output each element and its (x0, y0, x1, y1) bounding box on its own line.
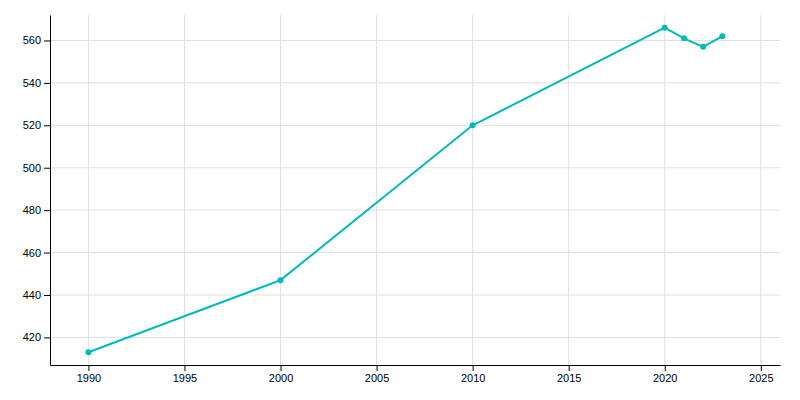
x-tick: 2010 (461, 365, 485, 384)
y-tick-mark (44, 210, 50, 211)
plot: 1990 1995 2000 2005 2010 2015 2020 2025 420 440 46… (23, 15, 781, 384)
x-tick-label: 2020 (653, 372, 677, 384)
y-tick-label: 520 (23, 119, 41, 131)
x-tick-mark (281, 365, 282, 371)
x-tick-mark (184, 365, 185, 371)
x-tick: 2015 (557, 365, 581, 384)
grid-line-y (50, 295, 780, 296)
x-tick-mark (377, 365, 378, 371)
x-tick-label: 2015 (557, 372, 581, 384)
y-tick: 540 (23, 77, 50, 89)
x-tick-label: 1990 (77, 372, 101, 384)
x-tick-label: 1995 (173, 372, 197, 384)
grid-line-y (50, 337, 780, 338)
y-tick: 480 (23, 204, 50, 216)
x-tick: 1995 (173, 365, 197, 384)
grid-line-y (50, 125, 780, 126)
x-tick-mark (761, 365, 762, 371)
grid-line-x (184, 15, 185, 365)
x-tick-label: 2000 (269, 372, 293, 384)
y-tick-mark (44, 253, 50, 254)
x-tick-label: 2005 (365, 372, 389, 384)
point (681, 35, 687, 41)
chart-container: 1990 1995 2000 2005 2010 2015 2020 2025 420 440 46… (0, 0, 800, 400)
marks (85, 25, 725, 356)
y-tick-mark (44, 40, 50, 41)
chart-svg: 1990 1995 2000 2005 2010 2015 2020 2025 420 440 46… (0, 0, 800, 400)
y-tick-label: 500 (23, 162, 41, 174)
x-tick-mark (473, 365, 474, 371)
x-tick-mark (88, 365, 89, 371)
y-tick: 560 (23, 34, 50, 46)
grid-line-x (376, 15, 377, 365)
x-tick: 2000 (269, 365, 293, 384)
y-axis-line (50, 16, 51, 366)
grid-line-x (568, 15, 569, 365)
grid-line-x (472, 15, 473, 365)
x-tick: 2025 (749, 365, 773, 384)
y-tick-mark (44, 83, 50, 84)
x-tick: 1990 (77, 365, 101, 384)
grid-line-x (280, 15, 281, 365)
line (88, 28, 722, 353)
y-tick-label: 420 (23, 331, 41, 343)
x-tick-label: 2010 (461, 372, 485, 384)
y-tick-label: 480 (23, 204, 41, 216)
grid-line-y (50, 167, 780, 168)
grid-line-x (88, 15, 89, 365)
point (700, 44, 706, 50)
x-tick-mark (665, 365, 666, 371)
y-tick: 500 (23, 162, 50, 174)
y-tick-mark (44, 295, 50, 296)
y-tick-mark (44, 125, 50, 126)
y-tick: 420 (23, 331, 50, 343)
y-tick-label: 560 (23, 34, 41, 46)
y-tick-label: 540 (23, 77, 41, 89)
x-tick-label: 2025 (749, 372, 773, 384)
point (470, 122, 476, 128)
grid-line-y (50, 82, 780, 83)
grid-line-x (760, 15, 761, 365)
grid-line-y (50, 252, 780, 253)
grid-line-y (50, 210, 780, 211)
y-tick-mark (44, 337, 50, 338)
y-tick-label: 440 (23, 289, 41, 301)
point (719, 33, 725, 39)
y-axis: 420 440 460 480 500 520 540 560 (23, 16, 51, 366)
y-tick-mark (44, 168, 50, 169)
grid (50, 15, 780, 365)
y-tick: 440 (23, 289, 50, 301)
point (85, 349, 91, 355)
y-tick-label: 460 (23, 247, 41, 259)
x-tick: 2020 (653, 365, 677, 384)
x-axis-line (51, 365, 781, 366)
y-tick: 520 (23, 119, 50, 131)
x-tick: 2005 (365, 365, 389, 384)
y-tick: 460 (23, 247, 50, 259)
point (278, 277, 284, 283)
grid-line-x (664, 15, 665, 365)
grid-line-y (50, 40, 780, 41)
x-axis: 1990 1995 2000 2005 2010 2015 2020 2025 (51, 365, 781, 384)
point (662, 25, 668, 31)
x-tick-mark (569, 365, 570, 371)
